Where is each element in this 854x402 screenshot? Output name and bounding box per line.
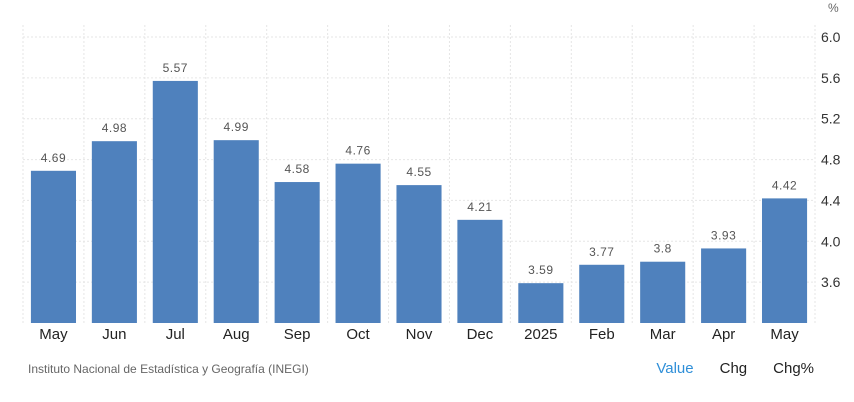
x-tick-label: Jun xyxy=(102,326,126,343)
x-tick-label: Aug xyxy=(223,326,250,343)
chart-footer: Instituto Nacional de Estadística y Geog… xyxy=(0,352,854,392)
bar xyxy=(91,141,137,323)
bar-value-label: 4.69 xyxy=(41,151,66,165)
source-label: Instituto Nacional de Estadística y Geog… xyxy=(28,362,309,376)
y-tick-label: 6.0 xyxy=(821,29,841,45)
chart-area: 3.6 4.0 4.4 4.8 5.2 5.6 6.0% 4.69 May 4.98 Jun 5.57… xyxy=(22,1,841,343)
bar-value-label: 3.8 xyxy=(654,242,672,256)
y-tick-label: 5.2 xyxy=(821,111,841,127)
bar-value-label: 4.42 xyxy=(772,178,797,192)
x-tick-label: 2025 xyxy=(524,326,557,343)
x-tick-label: May xyxy=(39,326,68,343)
bar-value-label: 4.21 xyxy=(467,200,492,214)
x-tick-label: Sep xyxy=(284,326,311,343)
x-tick-label: Jul xyxy=(166,326,185,343)
bar xyxy=(761,198,808,323)
bar-value-label: 4.98 xyxy=(102,121,127,135)
x-tick-label: Feb xyxy=(589,326,615,343)
bar xyxy=(457,219,503,323)
y-tick-label: 3.6 xyxy=(821,274,841,290)
bar-value-label: 4.58 xyxy=(284,162,309,176)
y-tick-label: 5.6 xyxy=(821,70,841,86)
bar-value-label: 5.57 xyxy=(163,61,188,75)
bar-value-label: 3.77 xyxy=(589,245,614,259)
bar-chart: 3.6 4.0 4.4 4.8 5.2 5.6 6.0% 4.69 May 4.98 Jun 5.57… xyxy=(22,1,841,343)
bar xyxy=(335,163,381,323)
bar xyxy=(396,185,442,323)
bar-value-label: 4.99 xyxy=(224,120,249,134)
x-tick-label: Nov xyxy=(406,326,433,343)
bar xyxy=(701,248,747,323)
bar xyxy=(518,283,564,323)
bar-value-label: 3.59 xyxy=(528,263,553,277)
bar-value-label: 4.76 xyxy=(345,144,370,158)
x-tick-label: Oct xyxy=(346,326,370,343)
x-tick-label: Dec xyxy=(467,326,494,343)
bar-value-label: 3.93 xyxy=(711,228,736,242)
y-tick-label: 4.0 xyxy=(821,233,841,249)
tab-chg-percent[interactable]: Chg% xyxy=(773,360,814,377)
x-tick-label: Mar xyxy=(650,326,676,343)
bar-value-label: 4.55 xyxy=(406,165,431,179)
bar xyxy=(30,170,77,323)
bar xyxy=(579,264,625,323)
tab-value[interactable]: Value xyxy=(656,360,694,377)
x-tick-label: May xyxy=(770,326,799,343)
bar xyxy=(213,140,259,323)
y-tick-label: 4.4 xyxy=(821,192,841,208)
tab-chg[interactable]: Chg xyxy=(719,360,748,377)
y-unit-label: % xyxy=(828,1,839,15)
x-tick-label: Apr xyxy=(712,326,735,343)
y-tick-label: 4.8 xyxy=(821,152,841,168)
bar xyxy=(640,261,686,323)
bar xyxy=(152,80,198,324)
bar xyxy=(274,182,320,323)
view-tabs: Value Chg Chg% xyxy=(630,360,814,377)
